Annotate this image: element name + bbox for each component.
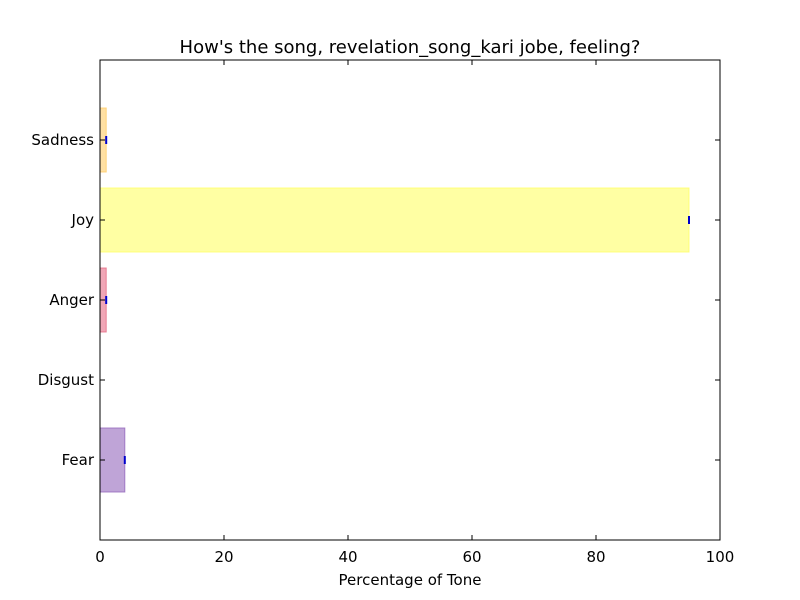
chart-title: How's the song, revelation_song_kari job… [180, 37, 641, 58]
x-tick-label-20: 20 [214, 548, 233, 566]
x-axis-label: Percentage of Tone [339, 571, 482, 589]
ticks-layer: Fear Disgust Anger Joy Sadness 0 20 40 60 80 100 [31, 60, 734, 566]
x-tick-label-40: 40 [338, 548, 357, 566]
x-tick-label-80: 80 [586, 548, 605, 566]
x-tick-label-60: 60 [462, 548, 481, 566]
plot-frame [99, 59, 721, 541]
bars-layer [99, 107, 690, 493]
bar-joy [99, 187, 690, 253]
y-tick-label-sadness: Sadness [31, 131, 94, 149]
y-tick-label-anger: Anger [49, 291, 95, 309]
y-tick-label-disgust: Disgust [38, 371, 94, 389]
x-tick-label-100: 100 [706, 548, 735, 566]
x-tick-label-0: 0 [95, 548, 105, 566]
y-tick-label-joy: Joy [71, 211, 95, 229]
y-tick-label-fear: Fear [62, 451, 95, 469]
